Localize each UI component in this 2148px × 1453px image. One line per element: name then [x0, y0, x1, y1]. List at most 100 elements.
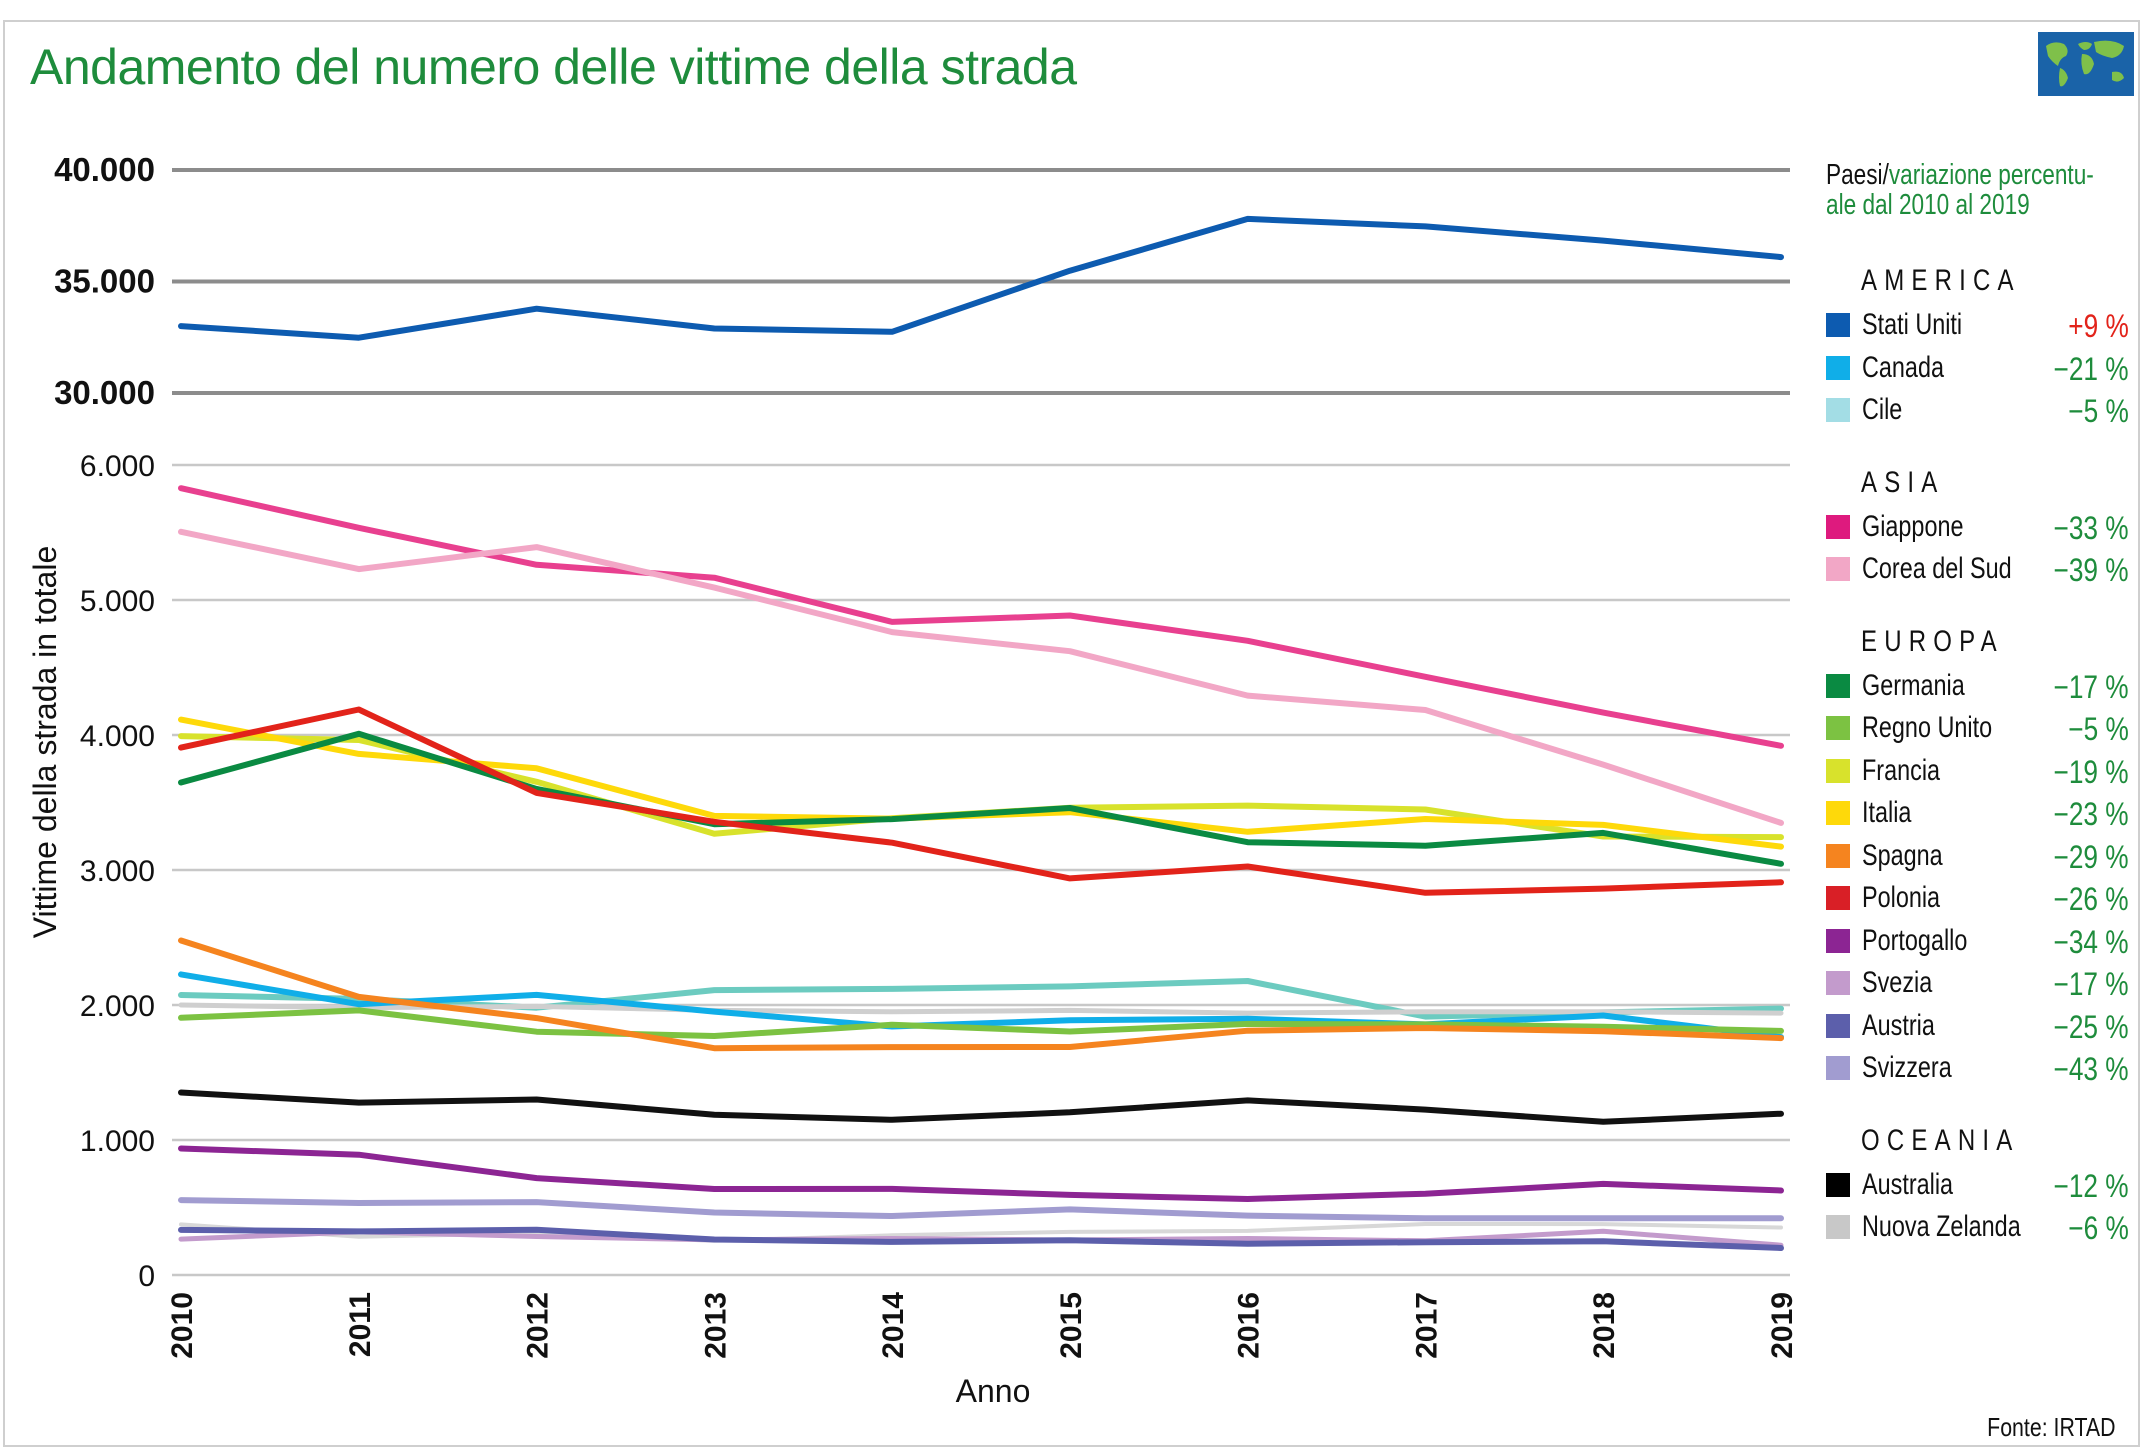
legend-swatch	[1826, 928, 1850, 953]
legend-item-name: Polonia	[1862, 881, 1941, 914]
chart-frame	[3, 20, 2140, 1447]
series-line-germania	[178, 730, 1784, 867]
legend-item-change: −23 %	[2053, 796, 2129, 832]
legend-swatch	[1826, 1172, 1850, 1197]
legend-item-name: Svezia	[1862, 966, 1933, 999]
legend-swatch	[1826, 673, 1850, 698]
legend-item-change: −17 %	[2053, 966, 2129, 1002]
x-tick-label: 2011	[344, 1292, 377, 1357]
legend-region-title: ASIA	[1861, 465, 1945, 499]
legend-group-europa: EUROPA Germania −17 % Regno Unito −5 % Franci…	[1826, 624, 2129, 1090]
legend-swatch	[1826, 1013, 1850, 1038]
series-line-australia	[178, 1089, 1784, 1125]
series-line-canada	[178, 971, 1784, 1041]
legend-item-name: Cile	[1862, 393, 1903, 426]
x-tick-label: 2015	[1055, 1292, 1088, 1359]
legend-item-name: Svizzera	[1862, 1051, 1952, 1084]
x-tick-label: 2010	[166, 1292, 199, 1359]
legend-item-name: Regno Unito	[1862, 711, 1993, 744]
legend-item: Canada −21 %	[1826, 347, 2129, 390]
legend-item-name: Australia	[1862, 1167, 1954, 1201]
legend-item-change: −33 %	[2053, 509, 2129, 546]
y-tick-label: 30.000	[54, 374, 155, 411]
x-tick-label: 2019	[1766, 1292, 1799, 1359]
y-tick-label: 35.000	[54, 263, 155, 300]
y-tick-label: 0	[138, 1260, 155, 1293]
series-line-regno-unito	[178, 1007, 1784, 1039]
legend-item: Australia −12 %	[1826, 1164, 2129, 1207]
legend-swatch	[1826, 758, 1850, 783]
legend-swatch	[1826, 801, 1850, 825]
series-line-polonia	[178, 706, 1784, 896]
legend-item: Nuova Zelanda −6 %	[1826, 1206, 2129, 1249]
legend-item: Svizzera −43 %	[1826, 1047, 2129, 1090]
legend-item: Svezia −17 %	[1826, 962, 2129, 1005]
legend-swatch	[1826, 514, 1850, 539]
chart-title: Andamento del numero delle vittime della…	[30, 39, 1077, 95]
legend-swatch	[1826, 971, 1850, 995]
legend-header: Paesi/variazione percentu- ale dal 2010 …	[1826, 160, 2122, 220]
legend-item: Regno Unito −5 %	[1826, 707, 2129, 750]
y-tick-label: 40.000	[54, 151, 155, 188]
y-axis-ticks: 40.000 35.000 30.000 6.000 5.000 4.000 3.000 2.…	[54, 151, 155, 1293]
legend-swatch	[1826, 398, 1850, 422]
y-tick-label: 3.000	[80, 855, 155, 888]
x-axis-label: Anno	[956, 1373, 1031, 1409]
source-note: Fonte: IRTAD	[1987, 1412, 2116, 1442]
legend-group-oceania: OCEANIA Australia −12 % Nuova Zelanda −6 %	[1826, 1124, 2129, 1249]
legend-swatch	[1826, 886, 1850, 910]
series-line-stati-uniti	[178, 215, 1784, 341]
legend-item: Corea del Sud −39 %	[1826, 548, 2129, 591]
legend-item-name: Corea del Sud	[1862, 552, 2012, 585]
legend-item-change: −17 %	[2053, 668, 2129, 705]
legend-swatch	[1826, 843, 1850, 868]
y-axis-label: Vittime della strada in totale	[27, 546, 63, 939]
legend-item: Polonia −26 %	[1826, 877, 2129, 920]
chart-grid	[172, 168, 1790, 1277]
legend-region-title: EUROPA	[1861, 624, 2004, 658]
legend-group-asia: ASIA Giappone −33 % Corea del Sud −39 %	[1826, 465, 2129, 591]
x-tick-label: 2012	[522, 1292, 555, 1359]
legend-header-change-2: ale dal 2010 al 2019	[1826, 189, 2030, 221]
legend-item-change: −5 %	[2068, 711, 2129, 747]
legend-item-change: −25 %	[2053, 1008, 2129, 1045]
legend-item-change: −34 %	[2053, 923, 2129, 960]
x-axis-ticks: 2010 2011 2012 2013 2014 2015 2016 2017 2018 2019	[166, 1292, 1799, 1359]
x-tick-label: 2013	[699, 1292, 732, 1359]
legend-item-change: −6 %	[2068, 1210, 2129, 1246]
legend-item-change: +9 %	[2068, 308, 2129, 344]
legend-swatch	[1826, 313, 1850, 337]
legend-item: Stati Uniti +9 %	[1826, 304, 2129, 347]
legend-item: Germania −17 %	[1826, 665, 2129, 708]
chart-series	[178, 215, 1784, 1251]
y-tick-label: 4.000	[80, 720, 155, 753]
x-tick-label: 2018	[1588, 1292, 1621, 1359]
legend-item-name: Portogallo	[1862, 923, 1968, 957]
legend-item: Cile −5 %	[1826, 389, 2129, 432]
x-tick-label: 2016	[1233, 1292, 1266, 1359]
series-line-corea-del-sud	[178, 528, 1784, 826]
legend-item: Francia −19 %	[1826, 750, 2129, 793]
legend-item-change: −29 %	[2053, 838, 2129, 875]
legend-item-name: Germania	[1862, 668, 1965, 702]
x-tick-label: 2014	[877, 1292, 910, 1359]
legend-groups: AMERICA Stati Uniti +9 % Canada −21 % Cile −5 …	[1826, 264, 2129, 1249]
legend-swatch	[1826, 1056, 1850, 1080]
legend-item: Italia −23 %	[1826, 792, 2129, 835]
legend: Paesi/variazione percentu- ale dal 2010 …	[1826, 160, 2129, 1249]
x-tick-label: 2017	[1410, 1292, 1443, 1359]
legend-item-name: Nuova Zelanda	[1862, 1210, 2021, 1243]
legend-item-name: Francia	[1862, 753, 1941, 787]
series-line-portogallo	[178, 1145, 1784, 1202]
legend-header-change: variazione percentu-	[1888, 159, 2094, 191]
legend-item: Spagna −29 %	[1826, 835, 2129, 878]
legend-item-name: Canada	[1862, 350, 1944, 384]
legend-item-change: −21 %	[2053, 350, 2129, 387]
legend-item-change: −5 %	[2068, 393, 2129, 429]
legend-swatch	[1826, 557, 1850, 581]
legend-item-name: Italia	[1862, 796, 1912, 829]
legend-group-america: AMERICA Stati Uniti +9 % Canada −21 % Cile −5 …	[1826, 264, 2129, 432]
series-line-austria	[178, 1226, 1784, 1251]
series-line-giappone	[178, 485, 1784, 749]
